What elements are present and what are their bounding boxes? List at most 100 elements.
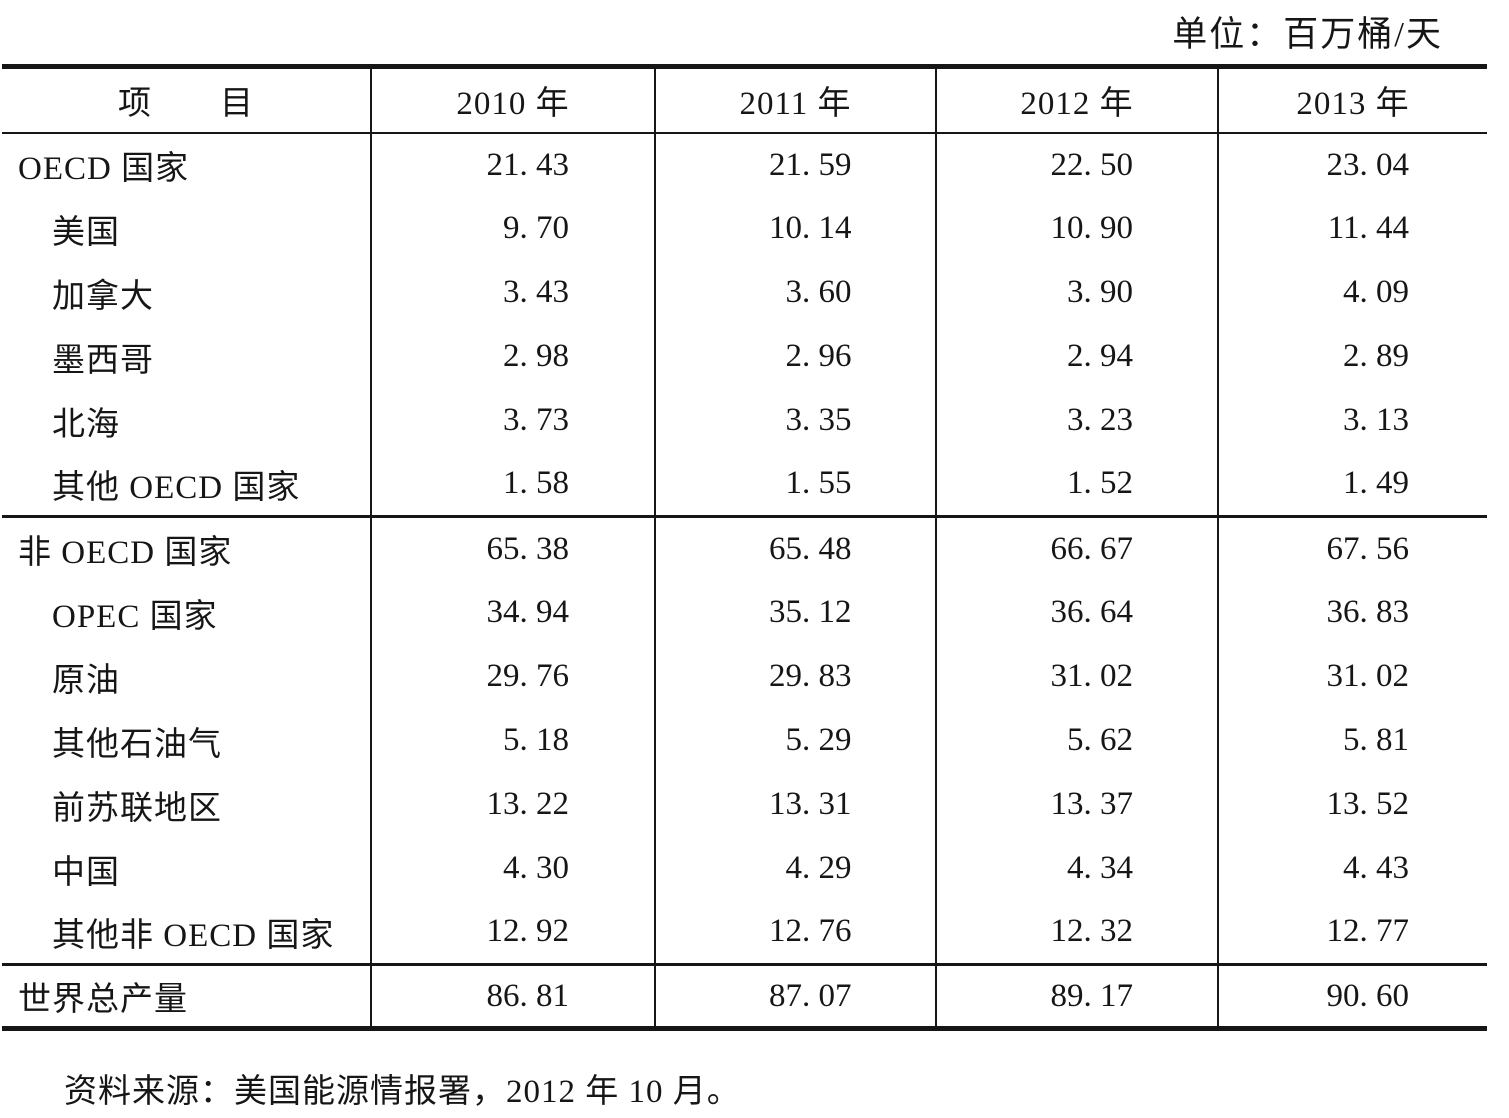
value-cell: 22. 50 xyxy=(936,132,1219,197)
row-label: 其他石油气 xyxy=(2,708,372,773)
value-cell: 21. 43 xyxy=(371,132,656,197)
table-row: 美国 9. 70 10. 14 10. 90 11. 44 xyxy=(2,196,1487,261)
value: 12. 77 xyxy=(1326,913,1410,950)
value: 11. 44 xyxy=(1327,210,1409,246)
value: 3. 43 xyxy=(503,274,569,310)
table-row: OPEC 国家 34. 94 35. 12 36. 64 36. 83 xyxy=(2,580,1487,645)
value: 13. 22 xyxy=(486,786,570,822)
value: 87. 07 xyxy=(769,977,852,1014)
value: 5. 62 xyxy=(1067,722,1133,758)
value-cell: 35. 12 xyxy=(655,580,937,645)
value-cell: 34. 94 xyxy=(371,580,656,645)
value-cell: 29. 76 xyxy=(371,644,656,709)
table-row: 其他石油气 5. 18 5. 29 5. 62 5. 81 xyxy=(2,708,1487,773)
value-cell: 4. 34 xyxy=(936,836,1219,901)
row-label: 美国 xyxy=(2,196,372,261)
value: 4. 30 xyxy=(503,850,569,886)
table-row: 加拿大 3. 43 3. 60 3. 90 4. 09 xyxy=(2,260,1487,325)
value: 2. 94 xyxy=(1067,338,1133,374)
value: 9. 70 xyxy=(503,210,569,246)
value-cell: 3. 43 xyxy=(371,260,656,325)
value: 31. 02 xyxy=(1326,658,1410,694)
value: 3. 35 xyxy=(785,402,852,438)
row-label: OPEC 国家 xyxy=(2,580,372,645)
value: 4. 29 xyxy=(785,850,852,886)
table-row: 前苏联地区 13. 22 13. 31 13. 37 13. 52 xyxy=(2,772,1487,837)
value-cell: 1. 49 xyxy=(1218,453,1487,517)
value: 66. 67 xyxy=(1050,530,1134,567)
table-header-row: 项 目 2010 年 2011 年 2012 年 2013 年 xyxy=(2,66,1487,134)
value-cell: 2. 89 xyxy=(1218,325,1487,389)
table-row: 原油 29. 76 29. 83 31. 02 31. 02 xyxy=(2,644,1487,709)
value: 36. 64 xyxy=(1050,594,1134,630)
value-cell: 3. 35 xyxy=(655,388,937,453)
value: 21. 59 xyxy=(769,146,852,183)
value: 31. 02 xyxy=(1050,658,1134,694)
value-cell: 21. 59 xyxy=(655,132,937,197)
value-cell: 89. 17 xyxy=(936,963,1219,1029)
value-cell: 5. 81 xyxy=(1218,709,1487,773)
value-cell: 9. 70 xyxy=(371,196,656,261)
value: 21. 43 xyxy=(486,146,570,183)
value: 2. 96 xyxy=(785,338,852,374)
row-label: 墨西哥 xyxy=(2,324,372,389)
value-cell: 1. 52 xyxy=(936,452,1219,517)
value-cell: 87. 07 xyxy=(655,963,937,1029)
value: 4. 34 xyxy=(1067,850,1133,886)
value: 5. 81 xyxy=(1343,722,1409,758)
value: 3. 73 xyxy=(503,402,569,438)
value-cell: 5. 18 xyxy=(371,708,656,773)
value: 12. 92 xyxy=(486,913,570,950)
value: 5. 18 xyxy=(503,722,569,758)
value: 65. 38 xyxy=(486,530,570,567)
value: 5. 29 xyxy=(785,722,852,758)
value-cell: 3. 23 xyxy=(936,388,1219,453)
value-cell: 90. 60 xyxy=(1218,963,1487,1029)
value-cell: 1. 55 xyxy=(655,452,937,517)
value: 36. 83 xyxy=(1326,594,1410,630)
value: 3. 90 xyxy=(1067,274,1133,310)
value: 4. 09 xyxy=(1343,274,1409,310)
value-cell: 13. 22 xyxy=(371,772,656,837)
value: 10. 14 xyxy=(769,210,852,246)
column-header-item: 项 目 xyxy=(2,66,372,134)
row-label: 北海 xyxy=(2,388,372,453)
value: 2. 89 xyxy=(1343,338,1409,374)
row-label: 中国 xyxy=(2,836,372,901)
value-cell: 3. 60 xyxy=(655,260,937,325)
value: 90. 60 xyxy=(1326,977,1410,1014)
value-cell: 12. 92 xyxy=(371,900,656,965)
value: 22. 50 xyxy=(1050,146,1134,183)
value-cell: 4. 30 xyxy=(371,836,656,901)
value: 89. 17 xyxy=(1050,977,1134,1014)
value-cell: 2. 96 xyxy=(655,324,937,389)
value: 4. 43 xyxy=(1343,850,1409,886)
value: 3. 60 xyxy=(785,274,852,310)
value-cell: 10. 14 xyxy=(655,196,937,261)
value: 2. 98 xyxy=(503,338,569,374)
row-label: 其他 OECD 国家 xyxy=(2,452,372,517)
column-header-year-2011: 2011 年 xyxy=(655,66,937,134)
value: 1. 52 xyxy=(1067,465,1133,502)
table-row: OECD 国家 21. 43 21. 59 22. 50 23. 04 xyxy=(2,132,1487,197)
value-cell: 66. 67 xyxy=(936,515,1219,581)
value: 12. 32 xyxy=(1050,913,1134,950)
value: 65. 48 xyxy=(769,530,852,567)
value-cell: 12. 32 xyxy=(936,900,1219,965)
value-cell: 11. 44 xyxy=(1218,197,1487,261)
value-cell: 5. 62 xyxy=(936,708,1219,773)
row-label: 其他非 OECD 国家 xyxy=(2,900,372,965)
value: 1. 58 xyxy=(503,465,569,502)
table-row: 其他 OECD 国家 1. 58 1. 55 1. 52 1. 49 xyxy=(2,452,1487,517)
value: 35. 12 xyxy=(769,594,852,630)
value: 67. 56 xyxy=(1326,530,1410,567)
value: 13. 31 xyxy=(769,786,852,822)
value: 1. 55 xyxy=(785,465,852,502)
value-cell: 31. 02 xyxy=(1218,645,1487,709)
value: 34. 94 xyxy=(486,594,570,630)
value-cell: 1. 58 xyxy=(371,452,656,517)
value-cell: 29. 83 xyxy=(655,644,937,709)
table-row: 北海 3. 73 3. 35 3. 23 3. 13 xyxy=(2,388,1487,453)
value: 12. 76 xyxy=(769,913,852,950)
